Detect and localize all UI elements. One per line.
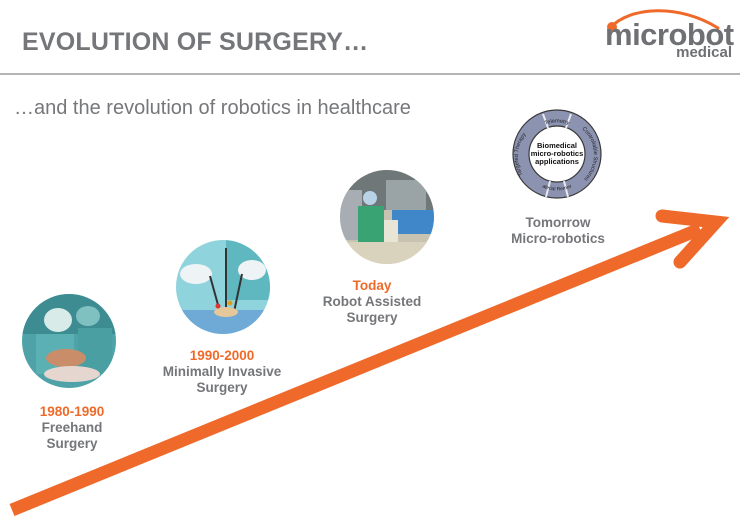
robotic-surgery-console-photo bbox=[340, 170, 434, 264]
era-label: Today bbox=[352, 278, 392, 293]
laparoscopic-instruments-photo bbox=[176, 240, 270, 334]
svg-text:Telemetry: Telemetry bbox=[544, 118, 570, 126]
logo-wordmark: microbot bbox=[605, 17, 734, 52]
ring-center-line2: micro-robotics bbox=[531, 149, 584, 158]
era-description-line1: Tomorrow bbox=[525, 215, 591, 230]
header-divider bbox=[0, 73, 740, 75]
surgeons-operating-photo bbox=[22, 294, 116, 388]
ring-center-line1: Biomedical bbox=[537, 141, 577, 150]
era-description-line2: Surgery bbox=[46, 436, 98, 451]
logo-subtext: medical bbox=[676, 44, 732, 61]
era-description-line2: Micro-robotics bbox=[511, 231, 605, 246]
era-label: 1990-2000 bbox=[189, 348, 255, 363]
timeline-label-today: Today Robot Assisted Surgery bbox=[323, 278, 422, 326]
timeline-label-1980: 1980-1990 Freehand Surgery bbox=[40, 404, 105, 452]
microbot-medical-logo: microbot medical bbox=[600, 6, 735, 61]
era-description-line1: Freehand bbox=[41, 420, 103, 435]
timeline-label-tomorrow: Tomorrow Micro-robotics bbox=[511, 215, 605, 247]
micro-robotics-ring-diagram: Telemetry Controllable Structures Materi… bbox=[508, 103, 604, 201]
timeline-label-1990: 1990-2000 Minimally Invasive Surgery bbox=[163, 348, 282, 396]
page-subtitle: …and the revolution of robotics in healt… bbox=[14, 97, 411, 119]
era-description-line1: Robot Assisted bbox=[322, 294, 422, 309]
ring-segment-telemetry: Telemetry bbox=[544, 118, 570, 126]
ring-center-line3: applications bbox=[535, 157, 579, 166]
orbit-swoosh-icon bbox=[607, 9, 720, 32]
era-label: 1980-1990 bbox=[39, 404, 105, 419]
era-description-line1: Minimally Invasive bbox=[162, 364, 282, 379]
page-title: EVOLUTION OF SURGERY… bbox=[22, 28, 369, 56]
era-description-line2: Surgery bbox=[346, 310, 398, 325]
era-description-line2: Surgery bbox=[196, 380, 248, 395]
